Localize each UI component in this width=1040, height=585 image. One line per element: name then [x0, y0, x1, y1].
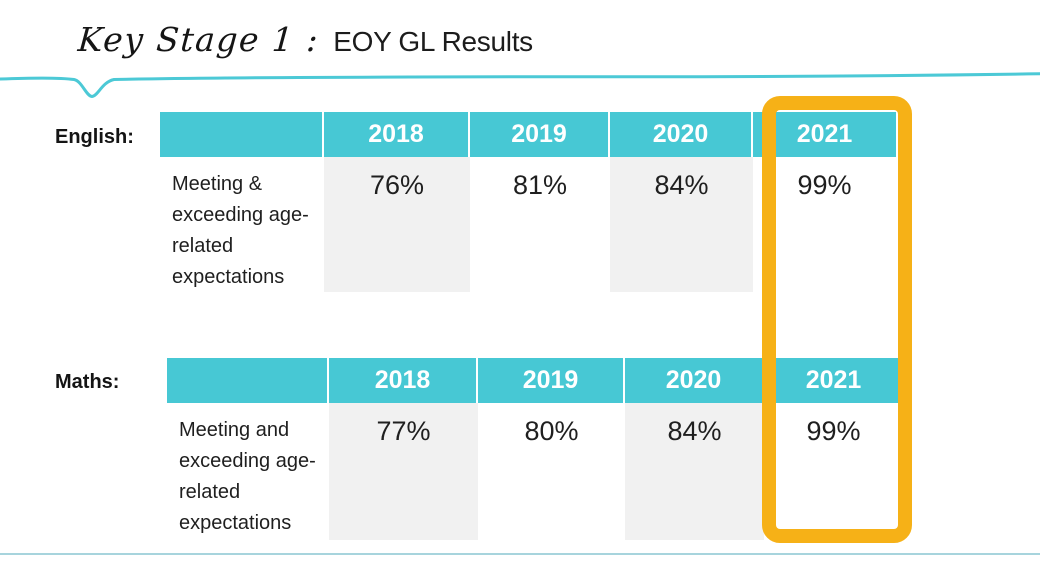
table-maths-header-2018: 2018 — [329, 358, 478, 403]
handdrawn-underline — [0, 72, 1040, 99]
page-title: Key Stage 1 : EOY GL Results — [76, 20, 534, 59]
table-maths-header-2020: 2020 — [625, 358, 764, 403]
title-script-text: Key Stage 1 : — [76, 20, 321, 59]
table-english-header-2018: 2018 — [324, 112, 470, 157]
table-english-header-blank — [160, 112, 324, 157]
table-english-data-row: Meeting & exceeding age-related expectat… — [160, 157, 896, 293]
table-maths-row-label-text: Meeting and exceeding age-related expect… — [179, 419, 316, 534]
table-english-row-label-text: Meeting & exceeding age-related expectat… — [172, 173, 309, 288]
table-english-value-2020: 84% — [610, 157, 753, 292]
table-maths-header-2021: 2021 — [764, 358, 903, 403]
subject-label-english: English: — [55, 126, 134, 148]
table-english: 2018 2019 2020 2021 Meeting & exceeding … — [160, 112, 896, 293]
subject-label-maths: Maths: — [55, 371, 120, 393]
table-maths-data-row: Meeting and exceeding age-related expect… — [167, 403, 903, 540]
table-maths-value-2018: 77% — [329, 403, 478, 540]
table-maths: 2018 2019 2020 2021 Meeting and exceedin… — [167, 358, 903, 540]
table-maths-row-label: Meeting and exceeding age-related expect… — [167, 403, 329, 540]
table-maths-value-2021: 99% — [764, 403, 903, 540]
table-maths-header-blank — [167, 358, 329, 403]
table-maths-header-row: 2018 2019 2020 2021 — [167, 358, 903, 403]
table-maths-value-2019: 80% — [478, 403, 625, 540]
table-english-header-2020: 2020 — [610, 112, 753, 157]
bottom-divider-line — [0, 553, 1040, 555]
table-maths-header-2019: 2019 — [478, 358, 625, 403]
table-english-value-2019: 81% — [470, 157, 610, 292]
table-english-value-2018: 76% — [324, 157, 470, 292]
table-maths-value-2020: 84% — [625, 403, 764, 540]
title-regular-text: EOY GL Results — [333, 26, 533, 57]
highlight-2021-box — [762, 96, 912, 543]
table-english-header-2021: 2021 — [753, 112, 896, 157]
table-english-value-2021: 99% — [753, 157, 896, 292]
table-english-header-row: 2018 2019 2020 2021 — [160, 112, 896, 157]
table-english-header-2019: 2019 — [470, 112, 610, 157]
table-english-row-label: Meeting & exceeding age-related expectat… — [160, 157, 324, 293]
